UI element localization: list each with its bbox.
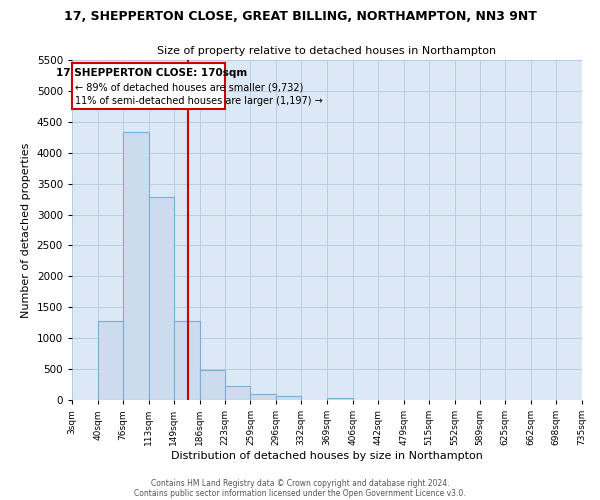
Bar: [98, 322, 123, 400]
Text: ← 89% of detached houses are smaller (9,732): ← 89% of detached houses are smaller (9,…: [76, 82, 304, 92]
X-axis label: Distribution of detached houses by size in Northampton: Distribution of detached houses by size …: [171, 451, 483, 461]
Bar: [276, 396, 301, 400]
Text: 11% of semi-detached houses are larger (1,197) →: 11% of semi-detached houses are larger (…: [76, 96, 323, 106]
Bar: [123, 132, 149, 400]
Bar: [327, 398, 353, 400]
Y-axis label: Number of detached properties: Number of detached properties: [21, 142, 31, 318]
Title: Size of property relative to detached houses in Northampton: Size of property relative to detached ho…: [157, 46, 497, 56]
FancyBboxPatch shape: [72, 63, 225, 110]
Bar: [225, 386, 250, 400]
Text: Contains public sector information licensed under the Open Government Licence v3: Contains public sector information licen…: [134, 488, 466, 498]
Bar: [199, 370, 225, 400]
Bar: [174, 321, 199, 400]
Bar: [149, 197, 174, 400]
Bar: [250, 394, 276, 400]
Text: Contains HM Land Registry data © Crown copyright and database right 2024.: Contains HM Land Registry data © Crown c…: [151, 478, 449, 488]
Text: 17 SHEPPERTON CLOSE: 170sqm: 17 SHEPPERTON CLOSE: 170sqm: [56, 68, 248, 78]
Text: 17, SHEPPERTON CLOSE, GREAT BILLING, NORTHAMPTON, NN3 9NT: 17, SHEPPERTON CLOSE, GREAT BILLING, NOR…: [64, 10, 536, 23]
